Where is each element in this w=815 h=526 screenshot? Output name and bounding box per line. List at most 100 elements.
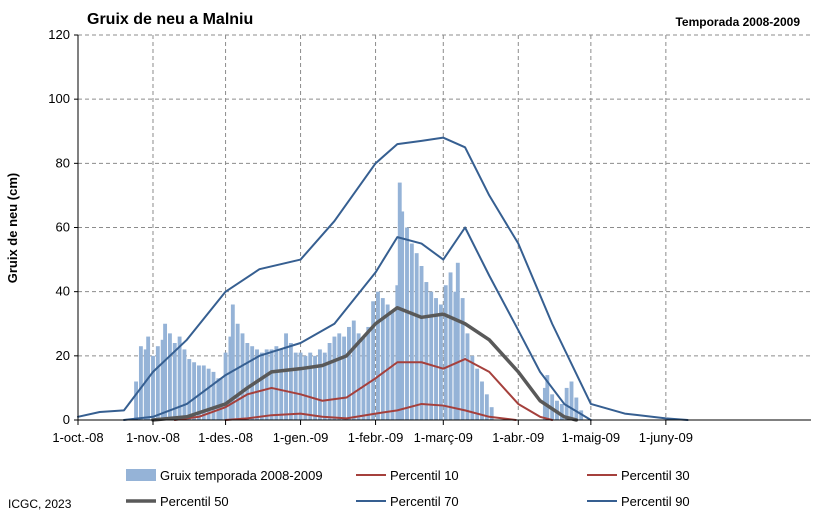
snow-depth-bar (228, 336, 233, 420)
snow-depth-bar (206, 368, 211, 420)
y-tick-label: 100 (48, 91, 70, 106)
snow-depth-bar (177, 336, 182, 420)
snow-depth-bar (470, 355, 475, 420)
snow-depth-bar (385, 304, 390, 420)
snow-depth-bar (322, 352, 327, 420)
snow-depth-bar (342, 336, 347, 420)
legend-label: Percentil 30 (621, 468, 690, 483)
credit-text: ICGC, 2023 (8, 497, 72, 511)
series-line-percentil-10 (224, 402, 517, 421)
snow-depth-bar (545, 375, 550, 420)
snow-depth-bar (455, 262, 460, 420)
legend-label: Percentil 90 (621, 494, 690, 509)
snow-depth-bar (155, 346, 160, 420)
snow-depth-bar (255, 349, 259, 420)
snow-depth-bar (218, 378, 223, 420)
chart-subtitle: Temporada 2008-2009 (675, 15, 800, 29)
y-tick-label: 0 (63, 412, 70, 427)
snow-depth-bar (172, 343, 177, 420)
y-tick-label: 120 (48, 27, 70, 42)
snow-depth-bar (443, 285, 448, 420)
x-tick-label: 1-febr.-09 (348, 430, 404, 445)
snow-depth-bar (453, 291, 458, 420)
legend: Gruix temporada 2008-2009 Percentil 10 Per… (126, 468, 690, 509)
snow-depth-bar (264, 349, 269, 420)
x-tick-label: 1-oct.-08 (52, 430, 103, 445)
snow-depth-bar (366, 326, 371, 420)
x-tick-label: 1-gen.-09 (273, 430, 329, 445)
snow-depth-bar (187, 359, 192, 420)
snow-depth-bar (230, 304, 235, 420)
snow-depth-bar (465, 333, 470, 420)
snow-depth-bar (400, 211, 405, 420)
snow-depth-bar (434, 298, 438, 420)
snow-depth-bar (405, 227, 409, 420)
snow-depth-bar (484, 394, 489, 420)
snow-depth-bar (167, 333, 172, 420)
legend-swatch-bar (126, 469, 156, 481)
snow-depth-bar (569, 381, 574, 420)
snow-depth-bar (438, 304, 443, 420)
snow-depth-bar (235, 323, 240, 420)
x-tick-label: 1-abr.-09 (492, 430, 544, 445)
snow-depth-bar (163, 323, 168, 420)
y-tick-label: 60 (56, 220, 70, 235)
snow-depth-bar (269, 349, 274, 420)
snow-depth-bar (409, 243, 414, 420)
snow-depth-bar (143, 349, 148, 420)
snow-depth-bar (192, 362, 197, 420)
snow-depth-bar (288, 343, 293, 420)
snow-depth-bar (134, 381, 138, 420)
snow-depth-bar (245, 343, 250, 420)
series-line-percentil-90 (77, 136, 689, 421)
snow-depth-bar (317, 349, 322, 420)
snow-depth-bar (259, 352, 264, 420)
snow-depth-bar (308, 352, 313, 420)
snow-depth-bar (197, 365, 201, 420)
snow-depth-bar (424, 282, 429, 420)
snow-depth-bar (160, 339, 165, 420)
snow-depth-bar (303, 355, 308, 420)
snow-depth-bar (332, 336, 337, 420)
y-axis-label: Gruix de neu (cm) (5, 173, 20, 284)
snow-depth-bar (429, 291, 434, 420)
snow-depth-bar (240, 333, 245, 420)
legend-label: Percentil 70 (390, 494, 459, 509)
snow-depth-bar (151, 355, 155, 420)
snow-depth-bar (284, 333, 288, 420)
snow-depth-bar (559, 403, 564, 420)
snow-depth-bar (376, 291, 380, 420)
bars-group (134, 182, 584, 420)
y-tick-label: 40 (56, 284, 70, 299)
snow-depth-bar (395, 285, 400, 420)
chart-title: Gruix de neu a Malniu (87, 11, 253, 28)
series-line-percentil-50 (151, 305, 579, 422)
snow-depth-bar (564, 387, 569, 420)
snow-depth-bar (347, 326, 351, 420)
legend-label: Gruix temporada 2008-2009 (160, 468, 323, 483)
snow-depth-bar (574, 397, 579, 420)
snow-depth-bar (337, 333, 342, 420)
x-tick-label: 1-març-09 (414, 430, 473, 445)
snow-depth-bar (475, 368, 480, 420)
snow-depth-bar (223, 352, 228, 420)
snow-depth-bar (298, 352, 303, 420)
legend-label: Percentil 50 (160, 494, 229, 509)
axes: 0 20 40 60 80 100 120 1-oct.-08 1-nov.-08 1-des.-… (48, 27, 811, 445)
snow-depth-bar (138, 346, 143, 420)
grid-lines (78, 34, 811, 420)
snow-depth-bar (480, 381, 484, 420)
x-tick-label: 1-nov.-08 (126, 430, 180, 445)
x-tick-label: 1-juny-09 (639, 430, 693, 445)
snow-depth-bar (448, 272, 453, 420)
snow-depth-bar (380, 298, 385, 420)
legend-label: Percentil 10 (390, 468, 459, 483)
x-tick-label: 1-maig-09 (562, 430, 621, 445)
series-line-percentil-70 (122, 226, 592, 421)
snow-depth-bar (397, 182, 402, 420)
snow-depth-bar (216, 378, 221, 420)
snow-depth-bar (356, 333, 361, 420)
lines-group (77, 136, 689, 422)
snow-depth-bar (351, 320, 356, 420)
